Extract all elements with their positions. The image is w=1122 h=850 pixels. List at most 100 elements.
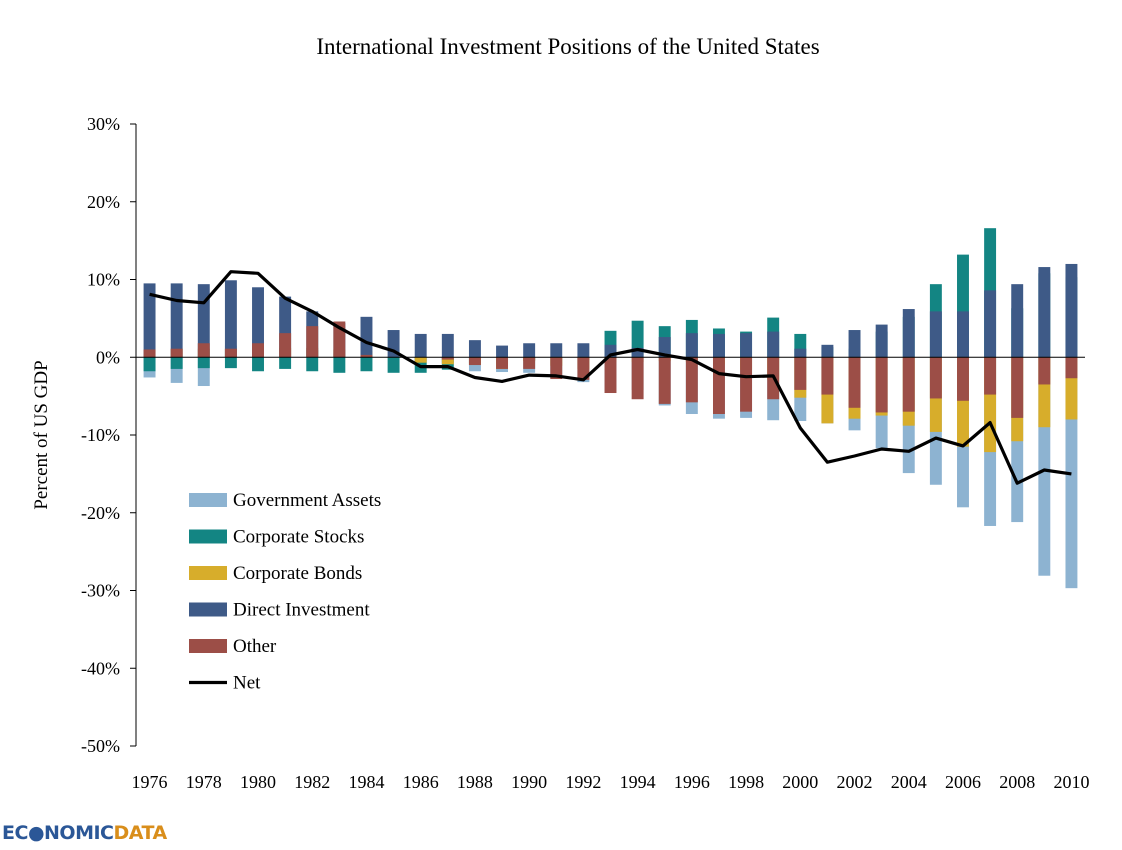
x-tick-label: 1996	[674, 772, 710, 792]
legend-swatch-corporate-bonds	[189, 566, 227, 580]
bar-direct-investment	[414, 333, 427, 358]
bar-corporate-stocks	[170, 357, 183, 369]
bar-other	[279, 333, 292, 358]
bar-government-assets	[197, 357, 210, 387]
bar-other	[360, 354, 373, 358]
bar-direct-investment	[740, 333, 753, 358]
chart-title: International Investment Positions of th…	[316, 34, 819, 59]
bar-direct-investment	[279, 296, 292, 358]
bar-corporate-stocks	[794, 333, 807, 358]
bar-direct-investment	[794, 348, 807, 358]
bar-corporate-stocks	[333, 357, 346, 373]
x-axis: 1976 1978 1980 1982 1984 1986 1988 1990 1992 1994…	[132, 772, 1090, 792]
series-line-net	[149, 270, 1072, 485]
bar-other	[550, 357, 563, 380]
bar-corporate-bonds	[1065, 357, 1078, 420]
bar-direct-investment	[712, 333, 725, 358]
x-tick-label: 1978	[186, 772, 222, 792]
bar-other	[604, 357, 617, 394]
bar-corporate-stocks	[387, 357, 400, 373]
y-tick-label: -10%	[81, 425, 120, 445]
bar-other	[929, 357, 942, 399]
legend-label-corporate-bonds: Corporate Bonds	[233, 563, 362, 584]
x-tick-label: 2010	[1053, 772, 1089, 792]
bar-direct-investment	[550, 343, 563, 358]
y-tick-label: -20%	[81, 503, 120, 523]
bar-other	[685, 357, 698, 403]
bars	[143, 228, 1078, 589]
x-tick-label: 1986	[403, 772, 439, 792]
bar-corporate-stocks	[631, 320, 644, 358]
bar-other	[902, 357, 915, 412]
bar-corporate-stocks	[279, 357, 292, 369]
bar-corporate-bonds	[957, 357, 969, 447]
bar-corporate-bonds	[414, 357, 427, 363]
x-tick-label: 1982	[294, 772, 330, 792]
bar-corporate-stocks	[224, 357, 237, 369]
legend-label-government-assets: Government Assets	[233, 490, 381, 511]
x-tick-label: 2008	[999, 772, 1035, 792]
y-tick-label: 0%	[96, 347, 120, 367]
bar-corporate-stocks	[252, 357, 264, 372]
y-axis: 30% 20% 10% 0% -10% -20% -30% -40% -50%	[81, 114, 136, 756]
bar-other	[1011, 357, 1024, 418]
bar-direct-investment	[685, 333, 698, 358]
bar-other	[523, 357, 536, 369]
bar-other	[577, 357, 590, 380]
bar-other	[197, 343, 210, 358]
bar-direct-investment	[224, 280, 237, 358]
bar-corporate-stocks	[957, 254, 969, 358]
bar-direct-investment	[523, 343, 536, 358]
x-tick-label: 1998	[728, 772, 764, 792]
bar-direct-investment	[875, 324, 888, 358]
bar-corporate-stocks	[604, 330, 617, 358]
bar-other	[848, 357, 861, 408]
legend-swatch-government-assets	[189, 493, 227, 507]
bar-other	[712, 357, 725, 415]
bar-direct-investment	[604, 344, 617, 358]
bar-other	[224, 348, 237, 358]
bar-direct-investment	[658, 337, 671, 358]
bar-other	[658, 357, 671, 404]
x-tick-label: 1976	[132, 772, 168, 792]
bar-other	[306, 326, 319, 358]
bar-direct-investment	[929, 311, 942, 358]
bar-other	[170, 348, 183, 358]
legend-label-other: Other	[233, 636, 277, 657]
bar-corporate-bonds	[1038, 357, 1051, 428]
legend-swatch-direct-investment	[189, 602, 227, 617]
x-tick-label: 1988	[457, 772, 493, 792]
legend-label-direct-investment: Direct Investment	[233, 600, 370, 621]
y-tick-label: 10%	[87, 270, 120, 290]
bar-corporate-bonds	[441, 357, 454, 365]
bar-direct-investment	[631, 347, 644, 358]
bar-direct-investment	[902, 309, 915, 358]
bar-government-assets	[170, 357, 183, 383]
globe-icon: ●	[27, 822, 45, 844]
x-tick-label: 2004	[891, 772, 927, 792]
x-tick-label: 2002	[837, 772, 873, 792]
bar-other	[333, 321, 346, 358]
bar-other	[441, 357, 454, 360]
bar-direct-investment	[984, 290, 997, 358]
bar-direct-investment	[170, 283, 183, 358]
legend-label-corporate-stocks: Corporate Stocks	[233, 527, 364, 548]
bar-direct-investment	[957, 311, 969, 358]
y-tick-label: -40%	[81, 658, 120, 678]
bar-other	[875, 357, 888, 413]
net-line	[149, 270, 1072, 485]
x-tick-label: 1980	[240, 772, 276, 792]
bar-other	[631, 357, 644, 400]
bar-direct-investment	[1011, 284, 1024, 358]
x-tick-label: 1992	[565, 772, 601, 792]
bar-other	[984, 357, 997, 395]
bar-corporate-bonds	[984, 357, 997, 453]
bar-direct-investment	[1038, 267, 1051, 358]
bar-direct-investment	[848, 330, 861, 358]
bar-other	[252, 343, 264, 358]
legend-swatch-corporate-stocks	[189, 529, 227, 544]
bar-other	[794, 357, 807, 390]
bar-other	[1038, 357, 1051, 385]
bar-direct-investment	[577, 343, 590, 358]
